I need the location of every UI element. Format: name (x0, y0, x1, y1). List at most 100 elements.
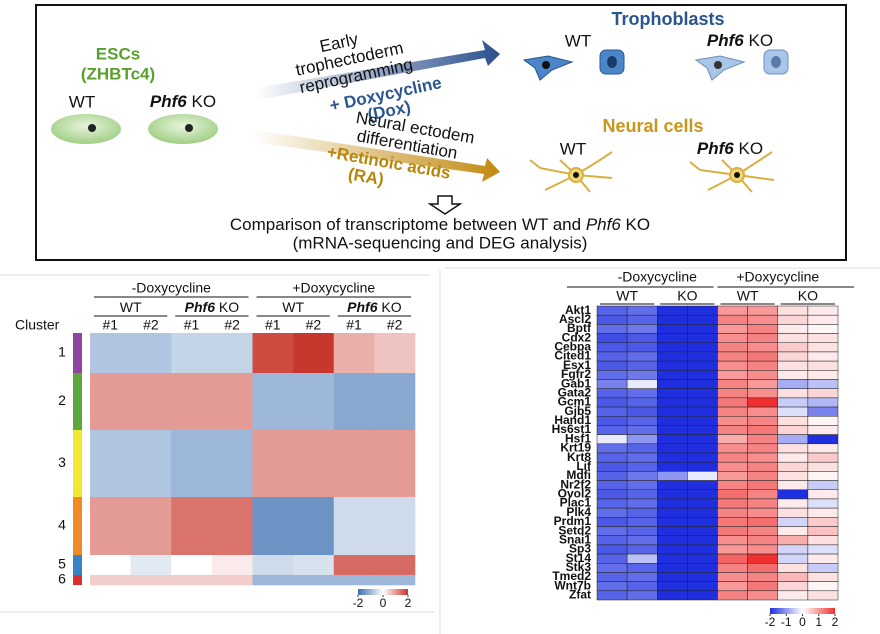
heatmap-cell (657, 480, 688, 490)
heatmap-cell (717, 526, 748, 536)
gene-label: Ovol2 (558, 487, 592, 501)
heatmap-cell (777, 305, 809, 316)
color-key (358, 589, 408, 595)
heatmap-cell (657, 507, 688, 518)
heatmap-cell (626, 544, 658, 555)
gene-label: Hand1 (554, 413, 591, 427)
heatmap-cell (717, 544, 748, 555)
heatmap-cell (626, 480, 658, 490)
heatmap-cell (657, 360, 688, 371)
heatmap-cell (130, 333, 172, 374)
heatmap-cell (596, 590, 628, 601)
heatmap-cell (626, 379, 658, 389)
heatmap-cell (657, 425, 688, 435)
cluster-label: Cluster (15, 317, 60, 333)
heatmap-cell (807, 360, 839, 371)
heatmap-cell (717, 452, 748, 463)
heatmap-cell (747, 434, 778, 445)
heatmap-cell (717, 581, 748, 592)
heatmap-cell (687, 452, 718, 463)
gene-label: Prdm1 (554, 514, 592, 528)
esc-wt: WT (69, 92, 95, 111)
heatmap-cell (687, 544, 718, 555)
heatmap-cell (717, 517, 748, 527)
gene-name: Phf6 (185, 299, 216, 315)
heatmap-cell (596, 314, 628, 325)
heatmap-cell (807, 452, 839, 463)
arrow-ra (253, 130, 500, 182)
heatmap-cell (293, 430, 335, 498)
heatmap-cell (807, 370, 839, 380)
heatmap-cell (596, 425, 628, 435)
heatmap-cell (777, 333, 809, 343)
heatmap-cell (626, 461, 658, 472)
heatmap-cell (626, 314, 658, 325)
gene-label: Akt1 (565, 303, 591, 317)
heatmap-cell (596, 535, 628, 546)
heatmap-cell (807, 526, 839, 536)
heatmap-cell (687, 425, 718, 435)
heatmap-cell (777, 351, 809, 362)
heatmap-cell (657, 553, 688, 564)
heatmap-cell (657, 305, 688, 316)
heatmap-cell (777, 434, 809, 445)
heatmap-cell (211, 333, 253, 374)
heatmap-cell (130, 373, 172, 431)
heatmap-cell (596, 351, 628, 362)
color-key (770, 608, 835, 614)
heatmap-cell (807, 535, 839, 546)
heatmap-cell (777, 370, 809, 380)
esc-title: ESCs (96, 44, 140, 63)
heatmap-cell (657, 379, 688, 389)
heatmap-cell (687, 406, 718, 417)
heatmap-cell (687, 517, 718, 527)
heatmap-cell (90, 333, 131, 374)
heatmap-cell (596, 507, 628, 518)
heatmap-cell (626, 370, 658, 380)
heatmap-cell (717, 370, 748, 380)
heatmap-cell (626, 406, 658, 417)
gene-label: Cebpa (554, 340, 591, 354)
heatmap-cell (596, 342, 628, 353)
heatmap-cell (626, 535, 658, 546)
heatmap-cell (596, 581, 628, 592)
heatmap-cell (807, 480, 839, 490)
heatmap-cell (596, 324, 628, 334)
heatmap-cell (777, 581, 809, 592)
heatmap-cell (626, 351, 658, 362)
heatmap-cell (807, 416, 839, 426)
gene-label: Krt8 (567, 450, 591, 464)
replicate-label: #2 (306, 317, 322, 333)
heatmap-cell (807, 498, 839, 509)
heatmap-cell (626, 443, 658, 454)
heatmap-cell (596, 416, 628, 426)
heatmap-cell (293, 373, 335, 431)
neural-cells (529, 151, 775, 193)
heatmap-cell (252, 430, 294, 498)
key-tick-label: 2 (832, 615, 839, 629)
ko-suffix: KO (749, 31, 774, 50)
heatmap-cell (717, 324, 748, 334)
heatmap-cell (777, 379, 809, 389)
heatmap-cell (626, 324, 658, 334)
heatmap-cell (626, 581, 658, 592)
heatmap-cell (657, 370, 688, 380)
heatmap-cell (657, 498, 688, 509)
heatmap-cell (807, 581, 839, 592)
gene-label: Nr2f2 (560, 477, 591, 491)
cluster-bar (73, 333, 82, 373)
heatmap-cell (596, 572, 628, 582)
heatmap-cell (807, 590, 839, 601)
heatmap-cell (596, 360, 628, 371)
gene-label: Stk3 (566, 560, 592, 574)
heatmap-cell (747, 360, 778, 371)
gene-label: Gab1 (561, 376, 591, 390)
heatmap-cell (171, 575, 213, 586)
heatmap-cell (777, 443, 809, 454)
heatmap-cell (807, 572, 839, 582)
heatmap-cell (747, 416, 778, 426)
heatmap-cell (626, 425, 658, 435)
heatmap-cell (717, 480, 748, 490)
heatmap-cell (687, 480, 718, 490)
heatmap-cell (130, 497, 172, 556)
